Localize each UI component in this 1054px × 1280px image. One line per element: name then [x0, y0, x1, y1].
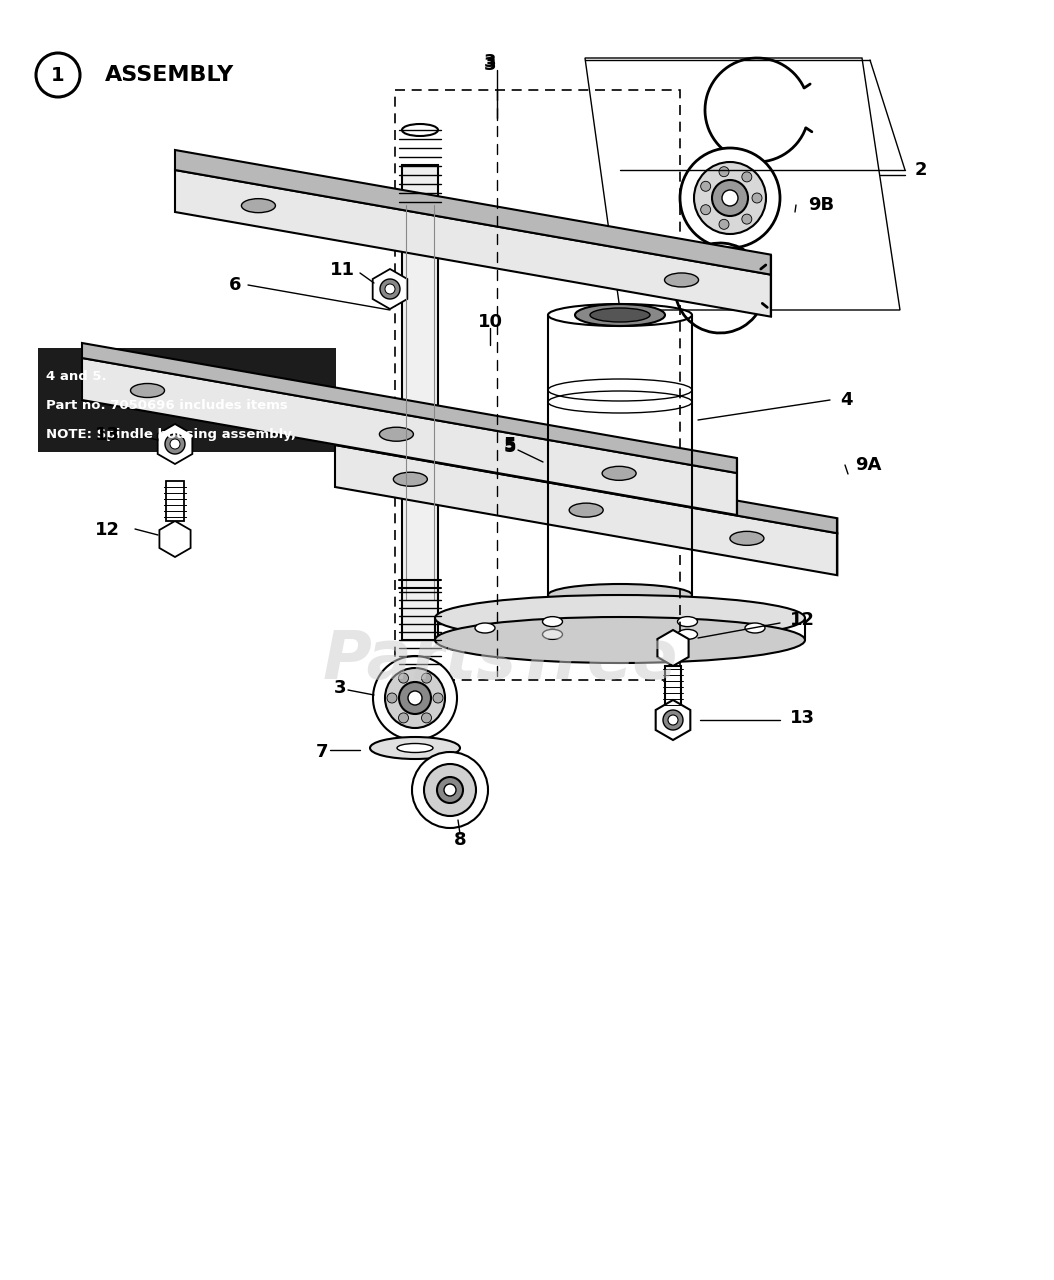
Polygon shape — [335, 445, 837, 575]
Ellipse shape — [664, 273, 699, 287]
Text: 9A: 9A — [855, 456, 881, 474]
Ellipse shape — [602, 466, 637, 480]
Polygon shape — [82, 358, 737, 515]
Text: 13: 13 — [790, 709, 815, 727]
Circle shape — [385, 284, 395, 294]
FancyBboxPatch shape — [534, 447, 548, 463]
Text: NOTE: Spindle housing assembly,: NOTE: Spindle housing assembly, — [46, 428, 296, 442]
Text: 7: 7 — [316, 742, 328, 762]
Text: 6: 6 — [229, 276, 241, 294]
Circle shape — [528, 449, 540, 461]
Circle shape — [399, 682, 431, 714]
Text: 13: 13 — [95, 426, 120, 444]
Text: 3: 3 — [484, 56, 496, 74]
FancyBboxPatch shape — [38, 348, 336, 452]
Text: 11: 11 — [330, 261, 355, 279]
Text: 4: 4 — [840, 390, 853, 410]
FancyBboxPatch shape — [402, 165, 438, 640]
FancyBboxPatch shape — [665, 666, 681, 708]
Ellipse shape — [543, 630, 563, 640]
Polygon shape — [658, 630, 688, 666]
Ellipse shape — [678, 617, 698, 627]
Ellipse shape — [379, 428, 413, 442]
Circle shape — [437, 777, 463, 803]
Circle shape — [380, 279, 401, 300]
Ellipse shape — [678, 630, 698, 640]
Circle shape — [742, 172, 752, 182]
Circle shape — [701, 205, 710, 215]
Ellipse shape — [575, 303, 665, 326]
Ellipse shape — [569, 503, 603, 517]
Ellipse shape — [435, 617, 805, 663]
Ellipse shape — [393, 472, 427, 486]
Polygon shape — [175, 170, 770, 316]
FancyBboxPatch shape — [165, 481, 184, 521]
Circle shape — [170, 439, 180, 449]
Polygon shape — [159, 521, 191, 557]
Polygon shape — [158, 424, 192, 465]
Text: 2: 2 — [915, 161, 928, 179]
Text: 8: 8 — [453, 831, 466, 849]
Ellipse shape — [543, 617, 563, 627]
Polygon shape — [175, 150, 770, 275]
Circle shape — [752, 193, 762, 204]
Ellipse shape — [745, 623, 765, 634]
Polygon shape — [82, 343, 737, 474]
Circle shape — [422, 713, 431, 723]
Text: ASSEMBLY: ASSEMBLY — [105, 65, 234, 84]
Circle shape — [422, 673, 431, 684]
Circle shape — [719, 219, 729, 229]
Circle shape — [680, 148, 780, 248]
Circle shape — [444, 783, 456, 796]
Circle shape — [398, 713, 409, 723]
Ellipse shape — [397, 744, 433, 753]
Text: PartsTrée: PartsTrée — [323, 627, 678, 692]
Text: 4 and 5.: 4 and 5. — [46, 370, 106, 383]
Circle shape — [433, 692, 443, 703]
Text: 5: 5 — [504, 438, 516, 456]
Ellipse shape — [475, 623, 495, 634]
Circle shape — [412, 753, 488, 828]
Circle shape — [701, 182, 710, 191]
Text: 5: 5 — [504, 436, 516, 454]
Ellipse shape — [435, 595, 805, 641]
Circle shape — [387, 692, 397, 703]
Text: 9B: 9B — [808, 196, 834, 214]
Ellipse shape — [370, 737, 460, 759]
Circle shape — [742, 214, 752, 224]
Ellipse shape — [402, 124, 438, 136]
Circle shape — [424, 764, 476, 817]
Circle shape — [722, 189, 738, 206]
Circle shape — [408, 691, 422, 705]
Ellipse shape — [241, 198, 275, 212]
Circle shape — [694, 163, 766, 234]
Circle shape — [668, 716, 678, 724]
Circle shape — [713, 180, 748, 216]
Circle shape — [385, 668, 445, 728]
Ellipse shape — [730, 531, 764, 545]
Circle shape — [719, 166, 729, 177]
Text: Part no. 7050696 includes items: Part no. 7050696 includes items — [46, 399, 288, 412]
Text: 12: 12 — [95, 521, 120, 539]
Circle shape — [663, 710, 683, 730]
Ellipse shape — [548, 584, 692, 605]
Text: 3: 3 — [484, 52, 496, 70]
Circle shape — [398, 673, 409, 684]
Text: 12: 12 — [790, 611, 815, 628]
Polygon shape — [656, 700, 690, 740]
Polygon shape — [335, 430, 837, 534]
Circle shape — [165, 434, 186, 454]
Text: 10: 10 — [477, 314, 503, 332]
Ellipse shape — [131, 384, 164, 398]
Ellipse shape — [590, 308, 650, 323]
Circle shape — [373, 657, 457, 740]
Polygon shape — [373, 269, 407, 308]
Text: 3: 3 — [334, 678, 347, 698]
Text: 1: 1 — [52, 65, 64, 84]
